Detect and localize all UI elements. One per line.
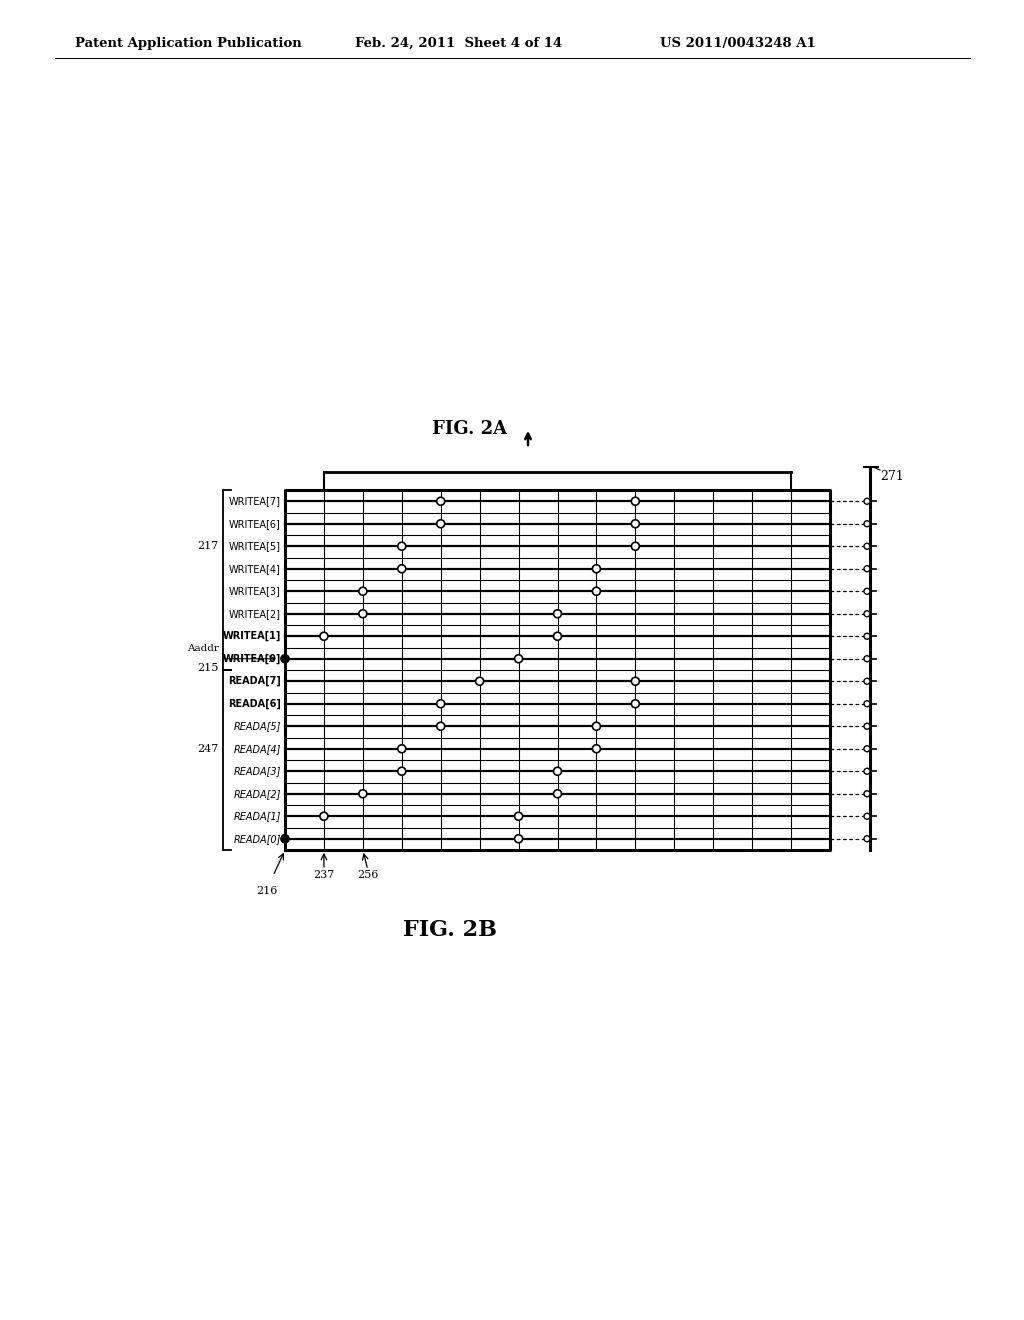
Text: READA[7]: READA[7] (228, 676, 281, 686)
Text: READA[5]: READA[5] (233, 721, 281, 731)
Circle shape (319, 812, 328, 820)
Circle shape (864, 746, 870, 752)
Circle shape (436, 722, 444, 730)
Circle shape (554, 610, 561, 618)
Circle shape (864, 768, 870, 775)
Text: 271: 271 (880, 470, 904, 483)
Circle shape (632, 498, 639, 506)
Text: WRITEA[4]: WRITEA[4] (229, 564, 281, 574)
Circle shape (864, 544, 870, 549)
Circle shape (593, 587, 600, 595)
Circle shape (358, 587, 367, 595)
Circle shape (632, 677, 639, 685)
Text: 256: 256 (357, 870, 379, 880)
Circle shape (397, 767, 406, 775)
Text: US 2011/0043248 A1: US 2011/0043248 A1 (660, 37, 816, 50)
Text: 247: 247 (198, 743, 219, 754)
Circle shape (554, 767, 561, 775)
Text: READA[6]: READA[6] (228, 698, 281, 709)
Circle shape (593, 565, 600, 573)
Text: FIG. 2A: FIG. 2A (432, 420, 508, 438)
Circle shape (864, 723, 870, 729)
Text: WRITEA[5]: WRITEA[5] (229, 541, 281, 552)
Circle shape (554, 632, 561, 640)
Text: WRITEA[6]: WRITEA[6] (229, 519, 281, 529)
Circle shape (864, 634, 870, 639)
Text: Patent Application Publication: Patent Application Publication (75, 37, 302, 50)
Text: READA[2]: READA[2] (233, 789, 281, 799)
Text: Feb. 24, 2011  Sheet 4 of 14: Feb. 24, 2011 Sheet 4 of 14 (355, 37, 562, 50)
Circle shape (864, 678, 870, 684)
Circle shape (282, 656, 288, 661)
Text: 217: 217 (198, 541, 219, 552)
Circle shape (864, 813, 870, 820)
Circle shape (632, 700, 639, 708)
Circle shape (436, 520, 444, 528)
Circle shape (864, 521, 870, 527)
Circle shape (282, 836, 288, 842)
Text: WRITEA[7]: WRITEA[7] (229, 496, 281, 507)
Circle shape (281, 834, 289, 842)
Circle shape (864, 589, 870, 594)
Circle shape (864, 836, 870, 842)
Text: FIG. 2B: FIG. 2B (403, 919, 497, 941)
Text: 237: 237 (313, 870, 335, 880)
Circle shape (864, 566, 870, 572)
Text: READA[0]: READA[0] (233, 834, 281, 843)
Circle shape (864, 701, 870, 706)
Circle shape (554, 789, 561, 797)
Circle shape (632, 520, 639, 528)
Circle shape (358, 610, 367, 618)
Circle shape (358, 789, 367, 797)
Circle shape (397, 565, 406, 573)
Text: WRITEA[0]: WRITEA[0] (222, 653, 281, 664)
Text: READA[4]: READA[4] (233, 743, 281, 754)
Text: READA[1]: READA[1] (233, 812, 281, 821)
Circle shape (515, 655, 522, 663)
Circle shape (397, 543, 406, 550)
Text: WRITEA[2]: WRITEA[2] (229, 609, 281, 619)
Circle shape (593, 744, 600, 752)
Circle shape (515, 834, 522, 842)
Circle shape (864, 656, 870, 661)
Circle shape (436, 700, 444, 708)
Text: WRITEA[1]: WRITEA[1] (222, 631, 281, 642)
Circle shape (864, 611, 870, 616)
Circle shape (593, 722, 600, 730)
Circle shape (475, 677, 483, 685)
Circle shape (864, 791, 870, 797)
Circle shape (864, 498, 870, 504)
Circle shape (436, 498, 444, 506)
Text: READA[3]: READA[3] (233, 766, 281, 776)
Circle shape (319, 632, 328, 640)
Text: 216: 216 (256, 886, 278, 896)
Text: WRITEA[3]: WRITEA[3] (229, 586, 281, 597)
Circle shape (632, 543, 639, 550)
Text: 215: 215 (198, 663, 219, 673)
Circle shape (515, 812, 522, 820)
Text: Aaddr: Aaddr (187, 644, 219, 653)
Circle shape (397, 744, 406, 752)
Circle shape (281, 655, 289, 663)
